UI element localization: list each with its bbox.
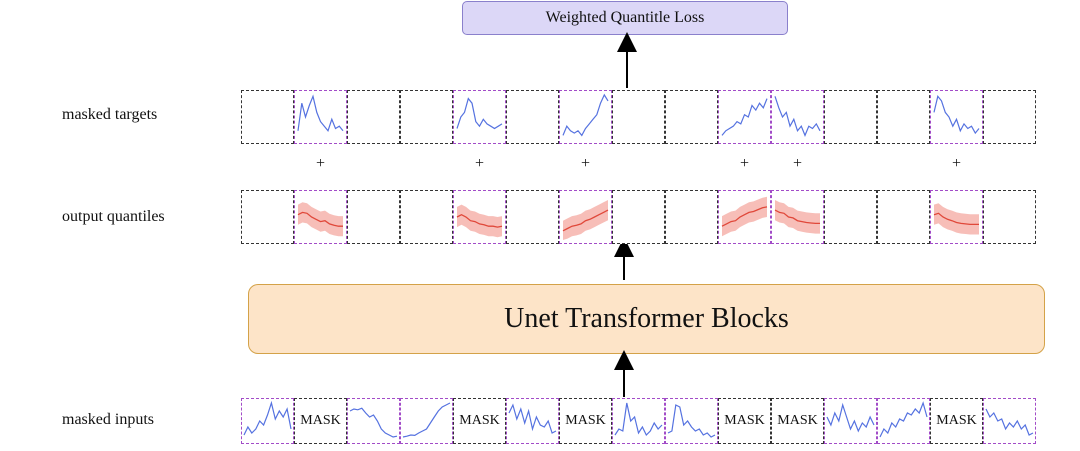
empty-quantile-patch	[877, 190, 930, 244]
input-patch	[347, 398, 400, 444]
mask-token: MASK	[559, 398, 612, 444]
target-series-line	[774, 96, 821, 137]
masked-inputs-label: masked inputs	[62, 411, 154, 428]
input-patch	[241, 398, 294, 444]
target-patch	[771, 90, 824, 144]
target-series-line	[933, 94, 980, 135]
quantile-band	[298, 202, 343, 237]
target-patch	[930, 90, 983, 144]
input-series-line	[349, 407, 398, 438]
plus-sign: +	[315, 155, 326, 172]
input-patch	[612, 398, 665, 444]
quantile-median-line	[456, 213, 503, 228]
target-patch	[718, 90, 771, 144]
loss-box: Weighted Quantitle Loss	[462, 1, 788, 35]
quantile-median-line	[562, 209, 609, 232]
plus-sign: +	[580, 155, 591, 172]
output-quantiles-label: output quantiles	[62, 208, 165, 225]
empty-quantile-patch	[506, 190, 559, 244]
quantile-patch	[294, 190, 347, 244]
empty-quantile-patch	[347, 190, 400, 244]
quantile-median-line	[933, 212, 979, 226]
mask-token: MASK	[453, 398, 506, 444]
quantile-band	[563, 200, 608, 240]
empty-quantile-patch	[612, 190, 665, 244]
empty-quantile-patch	[665, 190, 718, 244]
empty-target-patch	[400, 90, 453, 144]
quantile-patch	[771, 190, 824, 244]
plus-sign: +	[474, 155, 485, 172]
input-series-line	[614, 402, 663, 437]
plus-sign: +	[951, 155, 962, 172]
empty-target-patch	[824, 90, 877, 144]
quantile-median-line	[721, 206, 768, 227]
quantile-patch	[718, 190, 771, 244]
input-series-line	[402, 402, 451, 438]
target-patch	[294, 90, 347, 144]
input-series-line	[826, 402, 875, 433]
quantile-band	[457, 204, 502, 238]
input-series-line	[243, 400, 292, 436]
quantile-band	[775, 200, 820, 234]
quantile-band	[722, 196, 767, 237]
quantile-patch	[453, 190, 506, 244]
quantile-patch	[559, 190, 612, 244]
empty-target-patch	[347, 90, 400, 144]
quantile-median-line	[774, 209, 820, 225]
input-patch	[824, 398, 877, 444]
target-patch	[453, 90, 506, 144]
input-patch	[400, 398, 453, 444]
unet-transformer-block: Unet Transformer Blocks	[248, 284, 1045, 354]
empty-quantile-patch	[983, 190, 1036, 244]
mask-token: MASK	[294, 398, 347, 444]
input-series-line	[667, 404, 716, 438]
empty-target-patch	[983, 90, 1036, 144]
mask-token: MASK	[930, 398, 983, 444]
plus-sign: +	[792, 155, 803, 172]
quantile-band	[934, 203, 979, 235]
quantile-patch	[930, 190, 983, 244]
empty-target-patch	[241, 90, 294, 144]
input-patch	[877, 398, 930, 444]
empty-quantile-patch	[400, 190, 453, 244]
empty-quantile-patch	[824, 190, 877, 244]
input-series-line	[879, 401, 928, 438]
empty-quantile-patch	[241, 190, 294, 244]
plus-sign: +	[739, 155, 750, 172]
empty-target-patch	[877, 90, 930, 144]
mask-token: MASK	[771, 398, 824, 444]
quantile-median-line	[297, 211, 343, 227]
masked-targets-label: masked targets	[62, 106, 158, 123]
input-patch	[983, 398, 1036, 444]
empty-target-patch	[665, 90, 718, 144]
empty-target-patch	[612, 90, 665, 144]
target-series-line	[297, 94, 344, 133]
input-patch	[665, 398, 718, 444]
mask-token: MASK	[718, 398, 771, 444]
target-series-line	[562, 93, 609, 137]
target-series-line	[456, 97, 503, 130]
input-series-line	[985, 408, 1034, 436]
target-patch	[559, 90, 612, 144]
input-patch	[506, 398, 559, 444]
target-series-line	[721, 98, 768, 136]
empty-target-patch	[506, 90, 559, 144]
input-series-line	[508, 403, 557, 434]
